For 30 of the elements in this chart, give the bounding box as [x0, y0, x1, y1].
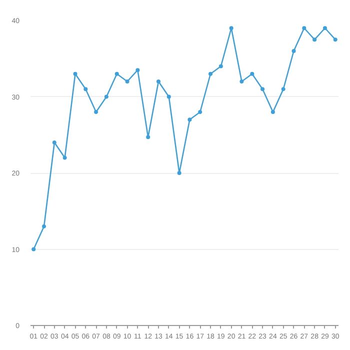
- point: [281, 87, 286, 92]
- point: [136, 68, 140, 72]
- point: [240, 80, 244, 84]
- point: [322, 26, 327, 30]
- point: [84, 87, 88, 92]
- point: [94, 110, 98, 114]
- point: [32, 247, 36, 252]
- point: [177, 171, 182, 175]
- point: [260, 87, 265, 92]
- point: [218, 64, 223, 68]
- point: [156, 80, 160, 84]
- point: [188, 118, 192, 122]
- point: [166, 94, 171, 99]
- point: [333, 38, 338, 42]
- point: [62, 156, 67, 160]
- point: [114, 72, 119, 76]
- point: [125, 80, 130, 84]
- point: [302, 26, 306, 30]
- point: [42, 224, 46, 228]
- point: [229, 26, 234, 30]
- point: [208, 72, 213, 76]
- point: [52, 140, 56, 144]
- point: [146, 135, 150, 140]
- point: [250, 72, 254, 76]
- point: [73, 72, 78, 76]
- point: [198, 110, 202, 114]
- point: [312, 38, 317, 42]
- point: [292, 49, 296, 53]
- point: [104, 94, 108, 99]
- point: [270, 110, 275, 114]
